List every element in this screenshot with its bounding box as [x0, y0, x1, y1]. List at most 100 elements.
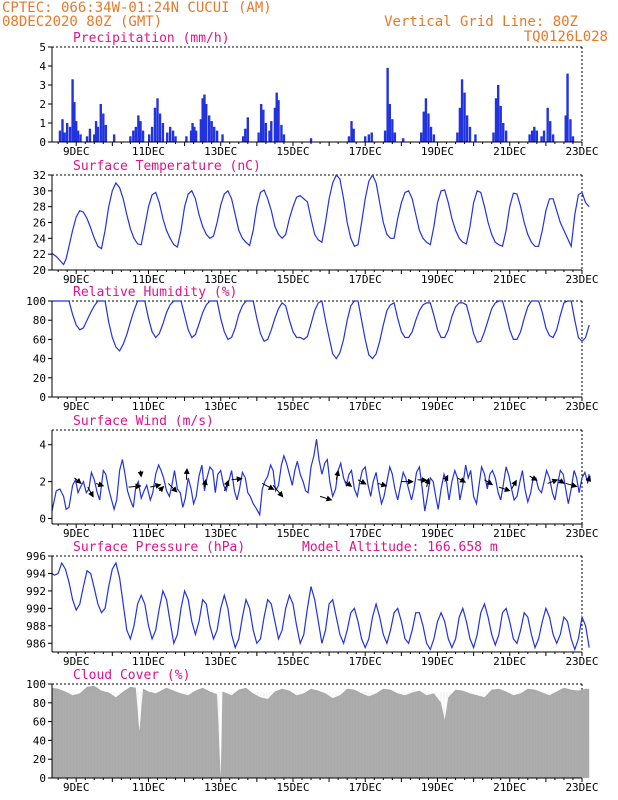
precip-bar	[141, 130, 145, 142]
wind-arrow	[231, 476, 243, 483]
precip-bar	[352, 128, 355, 142]
precip-bar	[96, 126, 100, 142]
precip-bar	[71, 79, 74, 142]
wind-arrow	[157, 485, 165, 493]
precip-bar	[76, 130, 80, 142]
precip-bar	[79, 134, 82, 142]
x-tick-label: 21DEC	[493, 273, 526, 286]
precip-bar	[551, 134, 555, 142]
y-tick-label: 988	[26, 620, 46, 633]
precip-bar	[474, 134, 477, 142]
precip-bar	[370, 132, 373, 142]
precip-bar	[171, 130, 175, 142]
header-grid-line: Vertical Grid Line: 80Z	[384, 14, 578, 30]
precip-bar	[383, 130, 387, 142]
y-tick-label: 40	[33, 353, 46, 366]
y-tick-label: 0	[39, 772, 46, 785]
precip-bar	[262, 109, 265, 142]
precip-bar	[492, 132, 495, 142]
x-tick-label: 23DEC	[565, 400, 598, 413]
rh-line	[52, 300, 590, 360]
y-tick-label: 24	[33, 232, 47, 245]
temp-line	[51, 173, 590, 266]
panel-title: Relative Humidity (%)	[73, 285, 237, 300]
y-tick-label: 30	[33, 185, 46, 198]
precip-bar	[496, 85, 500, 142]
precip-bar	[270, 121, 273, 142]
precip-bar	[193, 126, 196, 142]
x-tick-label: 17DEC	[349, 655, 382, 668]
wind-arrow	[511, 479, 517, 490]
y-tick-label: 28	[33, 201, 46, 214]
y-tick-label: 5	[39, 41, 46, 54]
y-tick-label: 32	[33, 169, 46, 182]
precip-bar	[401, 138, 405, 142]
precip-bar	[502, 123, 505, 142]
wind-arrow	[137, 470, 144, 478]
x-tick-label: 15DEC	[276, 145, 309, 158]
precip-bar	[161, 123, 165, 142]
y-tick-label: 4	[39, 439, 46, 452]
precip-bar	[205, 104, 208, 142]
precip-bar	[533, 126, 536, 142]
precip-bar	[540, 136, 543, 142]
precip-bar	[386, 67, 389, 142]
precip-bar	[194, 130, 198, 142]
x-tick-label: 9DEC	[63, 527, 90, 540]
precip-bar	[134, 126, 138, 142]
precip-bar	[463, 92, 466, 142]
wind-arrow	[424, 477, 431, 488]
wind-arrow	[558, 478, 565, 484]
x-tick-label: 23DEC	[565, 655, 598, 668]
precip-bar	[268, 130, 271, 142]
y-tick-label: 3	[39, 79, 46, 92]
panel-wind: 0 2 4 9DEC 11DEC 13DEC 15DEC 17DEC 19DEC 21DEC 23D…	[39, 414, 598, 540]
x-tick-label: 13DEC	[204, 781, 237, 794]
wind-line	[51, 439, 590, 517]
precip-bar	[137, 115, 140, 142]
x-tick-label: 11DEC	[132, 273, 165, 286]
x-tick-label: 23DEC	[565, 527, 598, 540]
x-tick-label: 9DEC	[63, 400, 90, 413]
wind-arrow	[183, 467, 190, 480]
precip-bar	[350, 121, 353, 142]
x-tick-label: 11DEC	[132, 527, 165, 540]
precip-bar	[150, 126, 154, 142]
wind-arrow	[272, 484, 284, 498]
x-tick-label: 15DEC	[276, 400, 309, 413]
precip-bar	[73, 102, 76, 142]
precip-bar	[422, 111, 425, 142]
precip-bar	[153, 107, 157, 142]
x-tick-label: 11DEC	[132, 145, 165, 158]
x-tick-label: 19DEC	[421, 655, 454, 668]
panel-title: Cloud Cover (%)	[73, 668, 190, 683]
y-tick-label: 992	[26, 585, 46, 598]
x-tick-label: 17DEC	[349, 273, 382, 286]
header-run-date: 08DEC2020 80Z (GMT)	[2, 14, 162, 30]
x-tick-label: 19DEC	[421, 781, 454, 794]
panel-title: Precipitation (mm/h)	[73, 31, 230, 46]
precip-bar	[468, 126, 472, 142]
x-tick-label: 9DEC	[63, 145, 90, 158]
x-tick-label: 23DEC	[565, 145, 598, 158]
y-tick-label: 80	[33, 314, 46, 327]
precip-bar	[429, 126, 433, 142]
precip-bar	[388, 104, 391, 142]
precip-bar	[174, 136, 177, 142]
x-tick-label: 15DEC	[276, 781, 309, 794]
wind-arrow	[334, 469, 341, 480]
precip-bar	[58, 130, 62, 142]
wind-arrow	[345, 480, 353, 488]
panel-precip: 0 1 2 3 4 5 9DEC 11DEC 13DEC 15DEC 17DEC 19DEC 21DEC…	[39, 31, 598, 158]
x-tick-label: 13DEC	[204, 145, 237, 158]
precip-bar	[569, 119, 572, 142]
wind-arrow	[357, 478, 367, 485]
wind-arrow	[498, 486, 511, 493]
panel-title: Surface Pressure (hPa)	[73, 540, 245, 555]
x-tick-label: 13DEC	[204, 400, 237, 413]
precip-bar	[309, 138, 313, 142]
x-tick-label: 13DEC	[204, 655, 237, 668]
x-tick-label: 17DEC	[349, 781, 382, 794]
precip-bar	[393, 132, 397, 142]
precip-bar	[61, 119, 64, 142]
